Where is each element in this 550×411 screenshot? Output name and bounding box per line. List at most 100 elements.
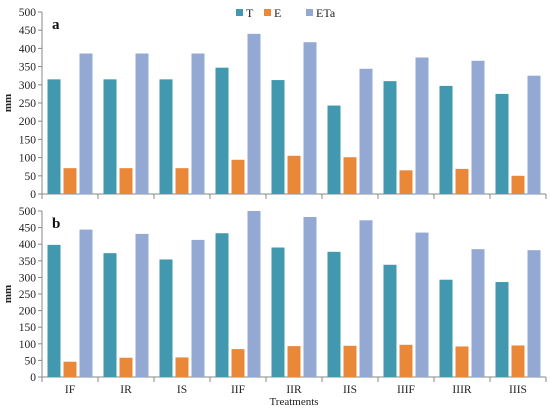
y-tick-label: 450 [19, 223, 37, 235]
y-tick-label: 150 [19, 134, 37, 146]
bar-eta-if [79, 229, 93, 377]
bar-t-iiir [439, 279, 453, 377]
bar-e-iiir [455, 346, 469, 377]
bar-e-iiir [455, 168, 469, 194]
bar-eta-iiis [527, 75, 541, 194]
bar-t-iiis [495, 93, 509, 194]
y-tick-label: 300 [19, 272, 37, 284]
bar-t-iiif [383, 264, 397, 377]
x-tick-label: IIF [231, 384, 245, 396]
bar-t-iiir [439, 85, 453, 194]
x-tick-label: IR [120, 384, 132, 396]
y-tick-label: 250 [19, 289, 37, 301]
legend-label-t: T [246, 6, 254, 20]
bar-t-if [47, 244, 61, 377]
bar-e-iiif [399, 344, 413, 377]
bar-eta-iir [303, 42, 317, 194]
bar-e-ir [119, 357, 133, 377]
bar-eta-iif [247, 211, 261, 377]
legend-swatch-eta [306, 9, 313, 16]
panel-label: a [52, 17, 60, 33]
y-tick-label: 400 [19, 239, 37, 251]
y-tick-label: 0 [30, 372, 36, 384]
legend-label-eta: ETa [316, 6, 336, 20]
bar-t-ir [103, 253, 117, 377]
y-tick-label: 300 [19, 80, 37, 92]
y-tick-label: 400 [19, 43, 37, 55]
y-tick-label: 350 [19, 256, 37, 268]
bar-e-if [63, 168, 77, 194]
bar-eta-iiir [471, 249, 485, 377]
y-tick-label: 50 [25, 355, 37, 367]
y-axis-title: mm [2, 94, 14, 112]
bar-e-iir [287, 346, 301, 377]
legend-label-e: E [274, 6, 281, 20]
y-tick-label: 0 [30, 189, 36, 201]
x-tick-label: IS [177, 384, 187, 396]
bar-eta-iiif [415, 57, 429, 194]
bar-eta-ir [135, 233, 149, 377]
x-tick-label: IIS [343, 384, 357, 396]
panel-label: b [52, 216, 60, 232]
bar-e-ir [119, 168, 133, 194]
y-tick-label: 200 [19, 116, 37, 128]
bar-eta-iis [359, 68, 373, 194]
chart-panels: 0 50 100 150 200 250 300 350 400 450 500 mm a 0 50 100 1… [2, 7, 547, 396]
x-tick-label: IF [65, 384, 75, 396]
x-tick-label: IIR [286, 384, 302, 396]
bar-eta-is [191, 239, 205, 377]
bar-t-iis [327, 251, 341, 377]
bar-e-iiif [399, 170, 413, 194]
y-tick-label: 350 [19, 62, 37, 74]
bar-t-iiif [383, 81, 397, 194]
y-tick-label: 500 [19, 206, 37, 218]
y-tick-label: 500 [19, 7, 37, 19]
bar-t-is [159, 79, 173, 194]
bar-t-is [159, 259, 173, 377]
bar-e-is [175, 168, 189, 194]
bar-t-ir [103, 79, 117, 194]
panel-b: 0 50 100 150 200 250 300 350 400 450 500 mm b IF IR IS I… [2, 206, 547, 396]
bar-t-if [47, 79, 61, 194]
bar-t-iis [327, 105, 341, 194]
bar-t-iiis [495, 282, 509, 377]
legend-entry-e: E [264, 6, 281, 20]
bar-e-iis [343, 345, 357, 377]
y-tick-label: 100 [19, 339, 37, 351]
bar-t-iif [215, 233, 229, 377]
bar-eta-iiir [471, 60, 485, 194]
y-tick-label: 50 [25, 171, 37, 183]
x-tick-label: IIIS [509, 384, 527, 396]
panel-a: 0 50 100 150 200 250 300 350 400 450 500 mm a [2, 7, 547, 201]
legend-swatch-e [264, 9, 271, 16]
y-tick-label: 250 [19, 98, 37, 110]
bar-e-iiis [511, 345, 525, 377]
chart-legend: T E ETa [236, 6, 336, 20]
bar-t-iir [271, 247, 285, 377]
legend-entry-t: T [236, 6, 254, 20]
bar-eta-iiis [527, 250, 541, 377]
bar-eta-iir [303, 216, 317, 377]
bar-eta-iis [359, 220, 373, 377]
bar-e-iis [343, 157, 357, 194]
bar-t-iif [215, 67, 229, 194]
bar-eta-ir [135, 53, 149, 194]
x-tick-label: IIIR [452, 384, 471, 396]
bar-e-iiis [511, 175, 525, 194]
y-tick-label: 200 [19, 306, 37, 318]
bar-e-iir [287, 155, 301, 194]
legend-entry-eta: ETa [306, 6, 336, 20]
legend-swatch-t [236, 9, 243, 16]
bar-eta-iiif [415, 232, 429, 377]
bar-e-is [175, 357, 189, 377]
bar-eta-iif [247, 33, 261, 195]
y-tick-label: 100 [19, 153, 37, 165]
y-tick-label: 150 [19, 322, 37, 334]
x-axis-title: Treatments [269, 396, 318, 408]
bar-eta-if [79, 53, 93, 194]
bar-eta-is [191, 53, 205, 194]
bar-t-iir [271, 80, 285, 194]
y-tick-label: 450 [19, 25, 37, 37]
